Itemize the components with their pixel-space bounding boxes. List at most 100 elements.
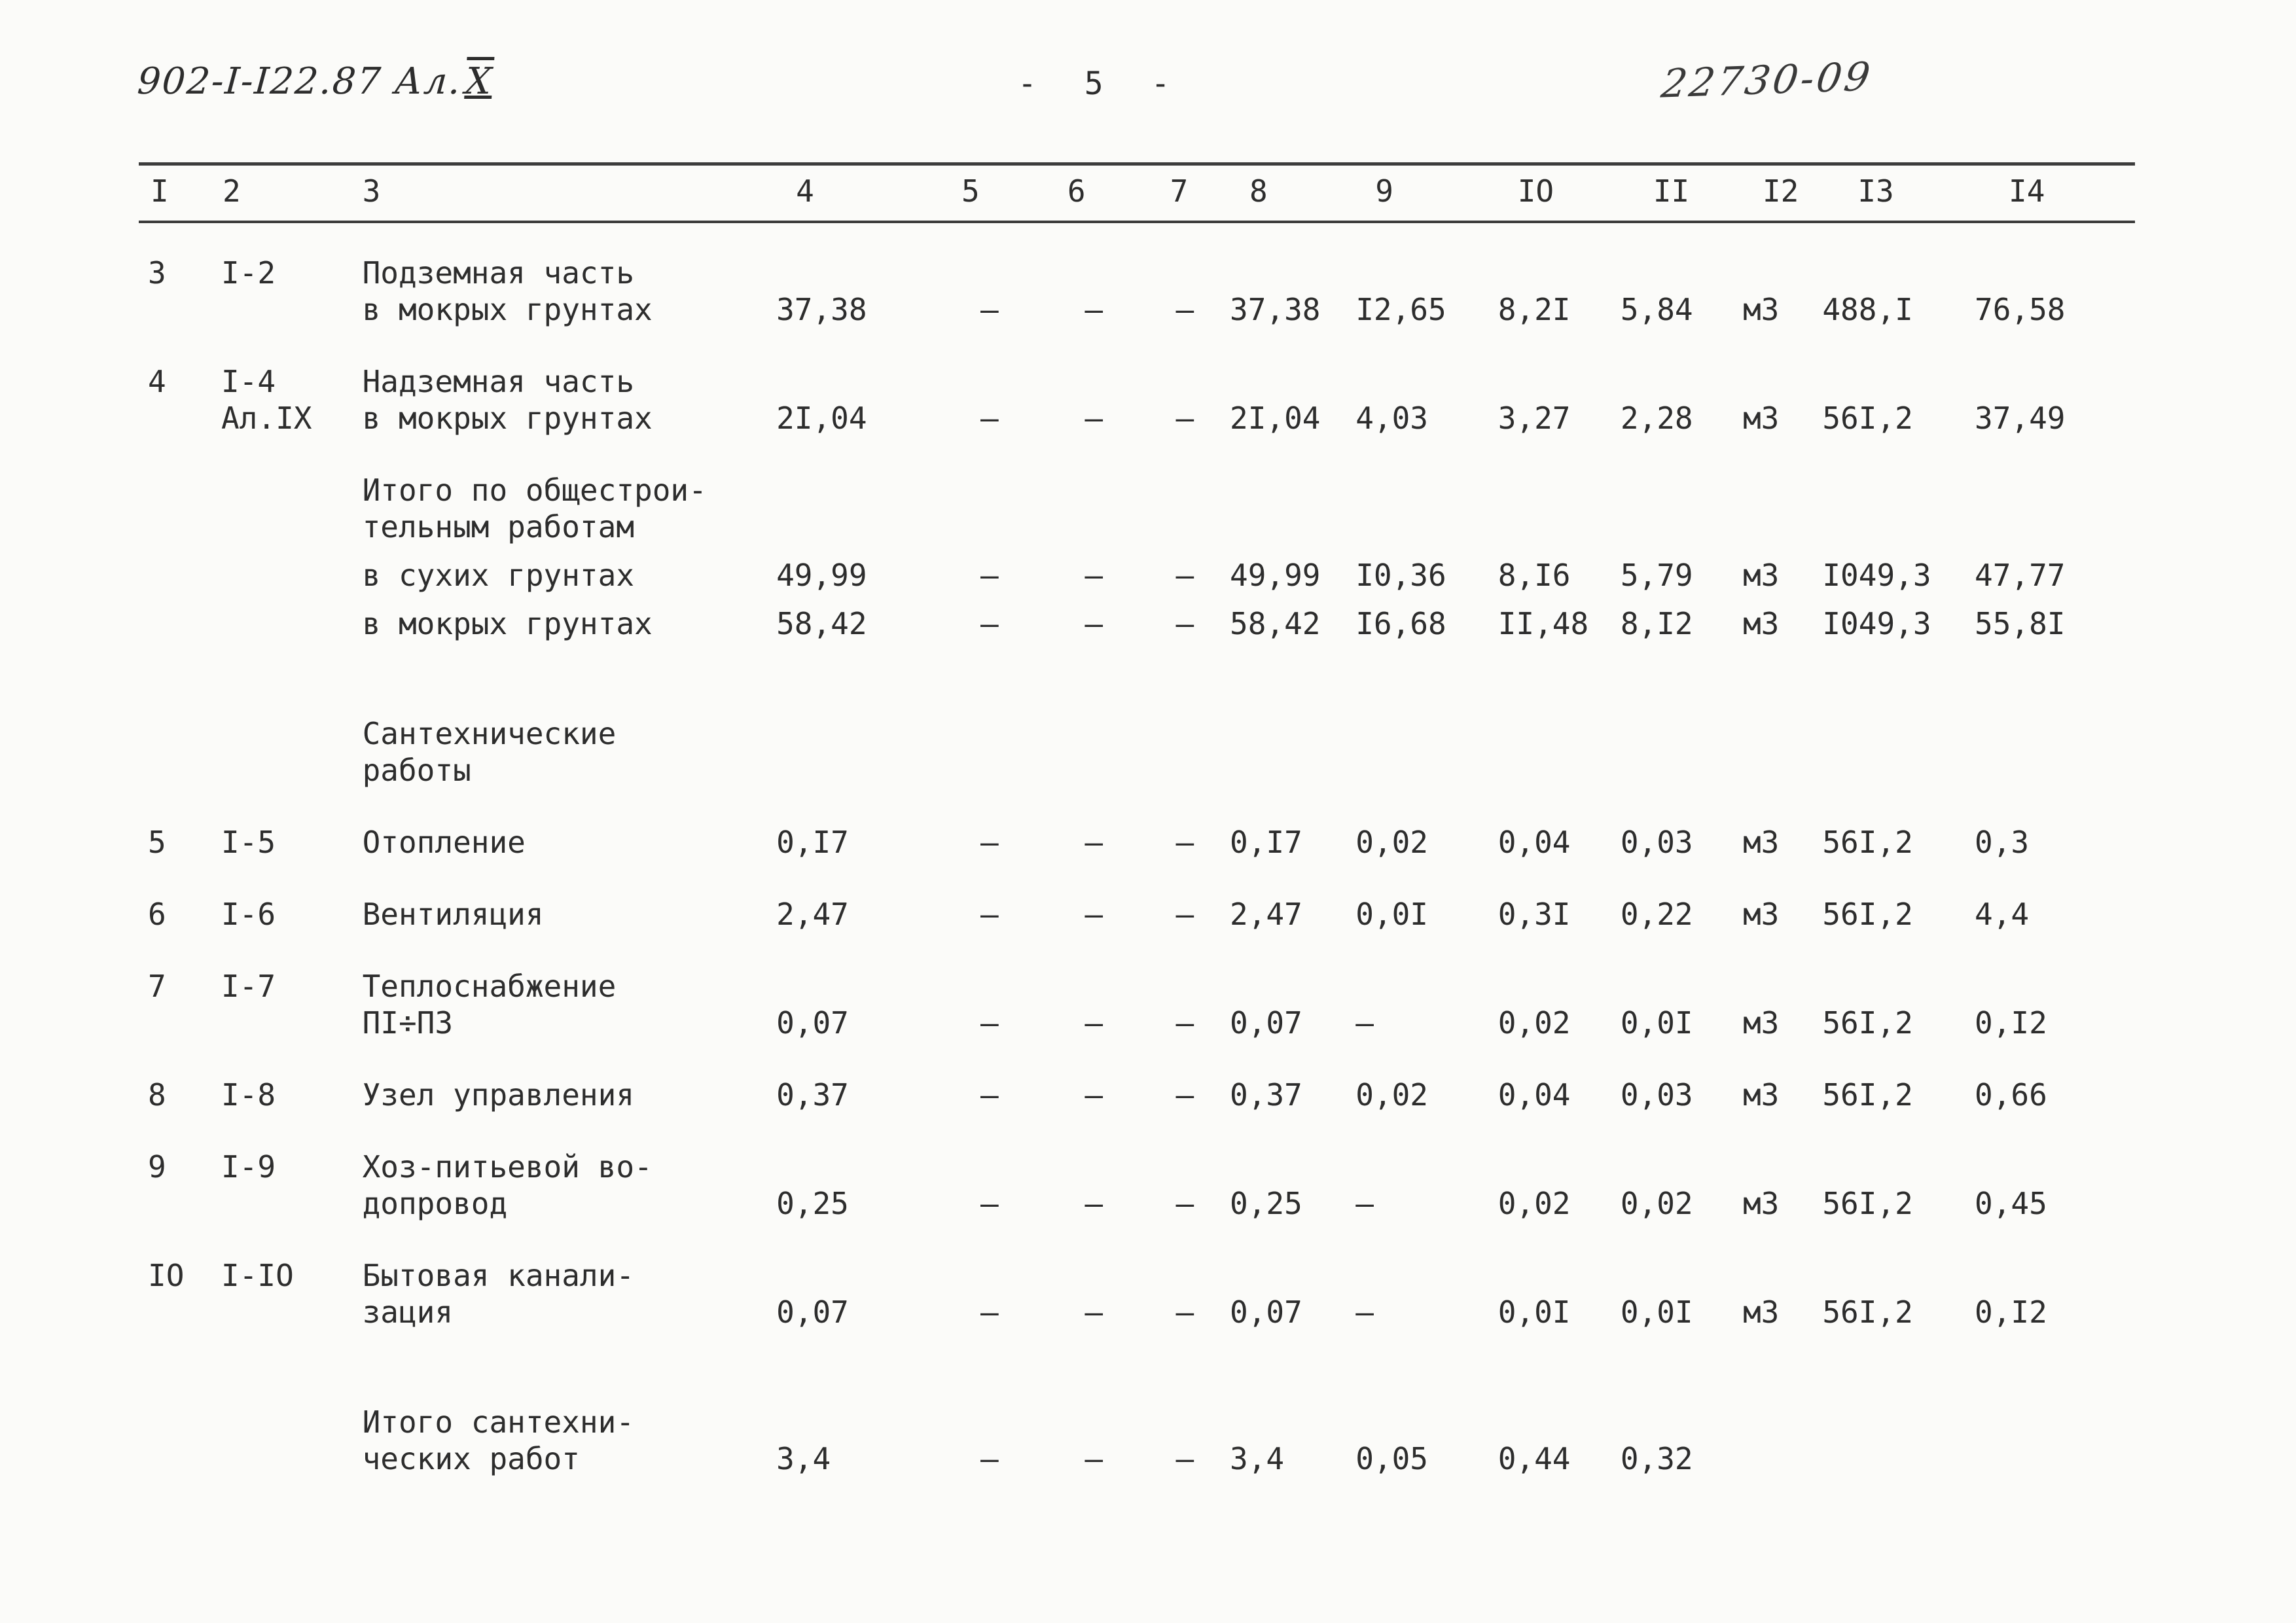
cell-code [195, 605, 344, 677]
cell-c11: 5,79 [1620, 558, 1693, 593]
cell-c9 [1350, 677, 1492, 824]
cell-c13: I049,3 [1822, 606, 1931, 641]
cell-c10: 8,2I [1498, 292, 1571, 327]
cell-c5: – [980, 897, 999, 932]
cell-c10: 0,02 [1498, 1186, 1571, 1221]
cell-c13: 56I,2 [1822, 1005, 1913, 1041]
cell-c14 [1969, 1366, 2135, 1512]
cell-c8: 0,25 [1230, 1186, 1302, 1221]
cell-c7: – [1175, 1077, 1194, 1113]
cell-c8: 3,4 [1230, 1441, 1285, 1476]
cell-c7: – [1175, 292, 1194, 327]
table-row: Итого по общестрои- тельным работам [139, 472, 2135, 557]
cell-c9: 0,05 [1355, 1441, 1428, 1476]
cell-code: I-5 [221, 825, 276, 860]
cell-name: Сантехнические работы [362, 716, 617, 788]
cell-c5 [937, 472, 1043, 557]
cell-c12: м3 [1742, 401, 1780, 436]
cell-code: I-8 [221, 1077, 276, 1113]
cell-c13: 56I,2 [1822, 897, 1913, 932]
cell-c4: 2I,04 [776, 401, 867, 436]
cell-name: Итого по общестрои- тельным работам [362, 473, 707, 544]
cell-c6 [1043, 472, 1145, 557]
cell-n: 7 [148, 969, 166, 1004]
cell-c6: – [1085, 1441, 1103, 1476]
cell-name: в сухих грунтах [362, 558, 635, 593]
cell-c10: 0,04 [1498, 825, 1571, 860]
table-row: в мокрых грунтах 58,42 – – – 58,42 I6,68 II,48 8… [139, 605, 2135, 677]
cell-c14: 0,45 [1975, 1186, 2047, 1221]
cell-c10 [1493, 677, 1615, 824]
cell-c12: м3 [1742, 292, 1780, 327]
cell-c6: – [1085, 606, 1103, 641]
cell-c8 [1225, 677, 1350, 824]
cell-c9: 0,02 [1355, 825, 1428, 860]
table-row: 9 I-9 Хоз-питьевой во- допровод 0,25 – – – 0,25… [139, 1149, 2135, 1257]
cell-c6: – [1085, 1294, 1103, 1330]
cell-c4 [771, 677, 937, 824]
cell-c13 [1817, 677, 1969, 824]
cell-c8: 2I,04 [1230, 401, 1321, 436]
cell-c13: 56I,2 [1822, 1077, 1913, 1113]
cell-c9: – [1355, 1294, 1374, 1330]
cell-c12: м3 [1742, 558, 1780, 593]
page-number: - 5 - [1018, 65, 1185, 102]
column-header-5: 5 [936, 162, 1043, 223]
cell-c5: – [980, 1005, 999, 1041]
cell-c14: 37,49 [1975, 401, 2066, 436]
cell-c11: 0,03 [1620, 825, 1693, 860]
cell-c4: 37,38 [776, 292, 867, 327]
cell-c6: – [1085, 292, 1103, 327]
cell-name: Хоз-питьевой во- допровод [362, 1149, 653, 1221]
cell-c12: м3 [1742, 897, 1780, 932]
cell-c13 [1817, 472, 1969, 557]
cell-c11: 8,I2 [1620, 606, 1693, 641]
cell-c10: 0,04 [1498, 1077, 1571, 1113]
table-row: в сухих грунтах 49,99 – – – 49,99 I0,36 8,I6 5,7… [139, 557, 2135, 605]
cell-c8: 37,38 [1230, 292, 1321, 327]
cell-c14: 4,4 [1975, 897, 2030, 932]
cell-c11: 0,22 [1620, 897, 1693, 932]
cell-n: 8 [148, 1077, 166, 1113]
cell-c14 [1969, 472, 2135, 557]
cell-c4: 0,37 [776, 1077, 849, 1113]
table-body: 3 I-2 Подземная часть в мокрых грунтах 37,3… [139, 222, 2135, 1512]
cell-c13: 56I,2 [1822, 1294, 1913, 1330]
cell-c6: – [1085, 1005, 1103, 1041]
doc-number: 902-I-I22.87 Ал.X [136, 60, 498, 103]
column-header-7: 7 [1145, 162, 1225, 223]
cell-c4: 3,4 [776, 1441, 831, 1476]
table-row: 7 I-7 Теплоснабжение ПI÷П3 0,07– – –0,07–0,02… [139, 968, 2135, 1077]
cell-c13: I049,3 [1822, 558, 1931, 593]
cell-n: 5 [148, 825, 166, 860]
cell-c11: 0,0I [1620, 1005, 1693, 1041]
cell-code [195, 557, 344, 605]
cell-c7: – [1175, 825, 1194, 860]
cell-code: I-4 Ал.IX [221, 364, 312, 436]
cell-name: Отопление [362, 825, 526, 860]
cell-c6: – [1085, 1077, 1103, 1113]
cell-c9: 4,03 [1355, 401, 1428, 436]
cell-n [139, 677, 195, 824]
cell-c7: – [1175, 558, 1194, 593]
handwritten-stamp: 22730-09 [1659, 54, 1876, 107]
cell-c5: – [980, 558, 999, 593]
cell-c9: – [1355, 1186, 1374, 1221]
estimate-table-wrap: I 2 3 4 5 6 7 8 9 IO II I2 I3 I4 3 I-2 Под… [139, 162, 2135, 1512]
table-row: 3 I-2 Подземная часть в мокрых грунтах 37,3… [139, 222, 2135, 363]
cell-c4 [771, 472, 937, 557]
cell-name: Бытовая канали- зация [362, 1258, 635, 1330]
cell-c14: 0,3 [1975, 825, 2030, 860]
cell-c8: 49,99 [1230, 558, 1321, 593]
table-row: IO I-IO Бытовая канали- зация 0,07– – –0,07–0… [139, 1257, 2135, 1366]
cell-c7: – [1175, 1441, 1194, 1476]
cell-c5: – [980, 1294, 999, 1330]
cell-c10 [1493, 472, 1615, 557]
cell-n [139, 605, 195, 677]
cell-c12 [1738, 472, 1817, 557]
cell-c10: 3,27 [1498, 401, 1571, 436]
cell-c10: 0,02 [1498, 1005, 1571, 1041]
table-row: 4 I-4 Ал.IX Надземная часть в мокрых грунт… [139, 363, 2135, 472]
cell-code [195, 1366, 344, 1512]
